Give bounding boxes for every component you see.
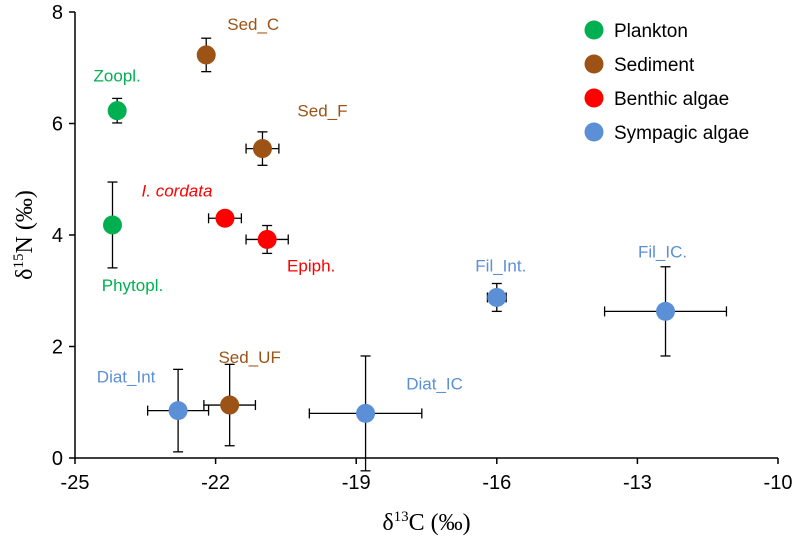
legend-marker xyxy=(584,20,604,40)
legend-label: Benthic algae xyxy=(614,89,729,110)
data-point xyxy=(257,229,277,249)
data-point xyxy=(168,401,188,421)
point-labels: Zoopl. Phytopl. Sed_C Sed_F Sed_UF I. cordata… xyxy=(94,15,688,393)
point-label: I. cordata xyxy=(142,181,213,200)
data-point xyxy=(487,287,507,307)
data-point xyxy=(107,101,127,121)
x-tick-label: -19 xyxy=(342,472,371,494)
legend-marker xyxy=(584,88,604,108)
data-point xyxy=(215,208,235,228)
x-tick-label: -13 xyxy=(623,472,652,494)
axes: -25 -22 -19 -16 -13 -10 0 2 4 6 8 xyxy=(52,2,793,494)
point-label: Zoopl. xyxy=(94,67,141,86)
data-point xyxy=(102,215,122,235)
point-label: Sed_F xyxy=(297,102,347,121)
x-tick-label: -25 xyxy=(61,472,90,494)
data-point xyxy=(220,395,240,415)
point-label: Phytopl. xyxy=(102,276,163,295)
x-tick-label: -16 xyxy=(482,472,511,494)
y-tick-label: 6 xyxy=(52,114,63,136)
legend-label: Sympagic algae xyxy=(614,123,749,144)
legend: Plankton Sediment Benthic algae Sympagic al… xyxy=(584,20,749,144)
y-tick-label: 8 xyxy=(52,2,63,24)
data-point xyxy=(356,403,376,423)
point-label: Fil_Int. xyxy=(475,256,526,275)
y-tick-label: 2 xyxy=(52,337,63,359)
y-axis-title: δ15N (‰) xyxy=(11,190,38,280)
point-label: Fil_IC. xyxy=(638,242,687,261)
data-point xyxy=(656,301,676,321)
point-label: Diat_IC xyxy=(406,374,463,393)
x-tick-label: -10 xyxy=(764,472,793,494)
y-tick-label: 0 xyxy=(52,448,63,470)
point-label: Sed_UF xyxy=(218,348,280,367)
y-tick-label: 4 xyxy=(52,225,63,247)
data-point xyxy=(196,45,216,65)
point-label: Diat_Int xyxy=(97,368,156,387)
legend-label: Plankton xyxy=(614,21,688,42)
legend-marker xyxy=(584,54,604,74)
x-tick-label: -22 xyxy=(201,472,230,494)
point-label: Sed_C xyxy=(227,15,279,34)
point-label: Epiph. xyxy=(287,256,335,275)
legend-marker xyxy=(584,122,604,142)
legend-label: Sediment xyxy=(614,55,695,76)
x-axis-title: δ13C (‰) xyxy=(382,509,470,536)
data-point xyxy=(252,139,272,159)
data-points xyxy=(102,45,676,423)
